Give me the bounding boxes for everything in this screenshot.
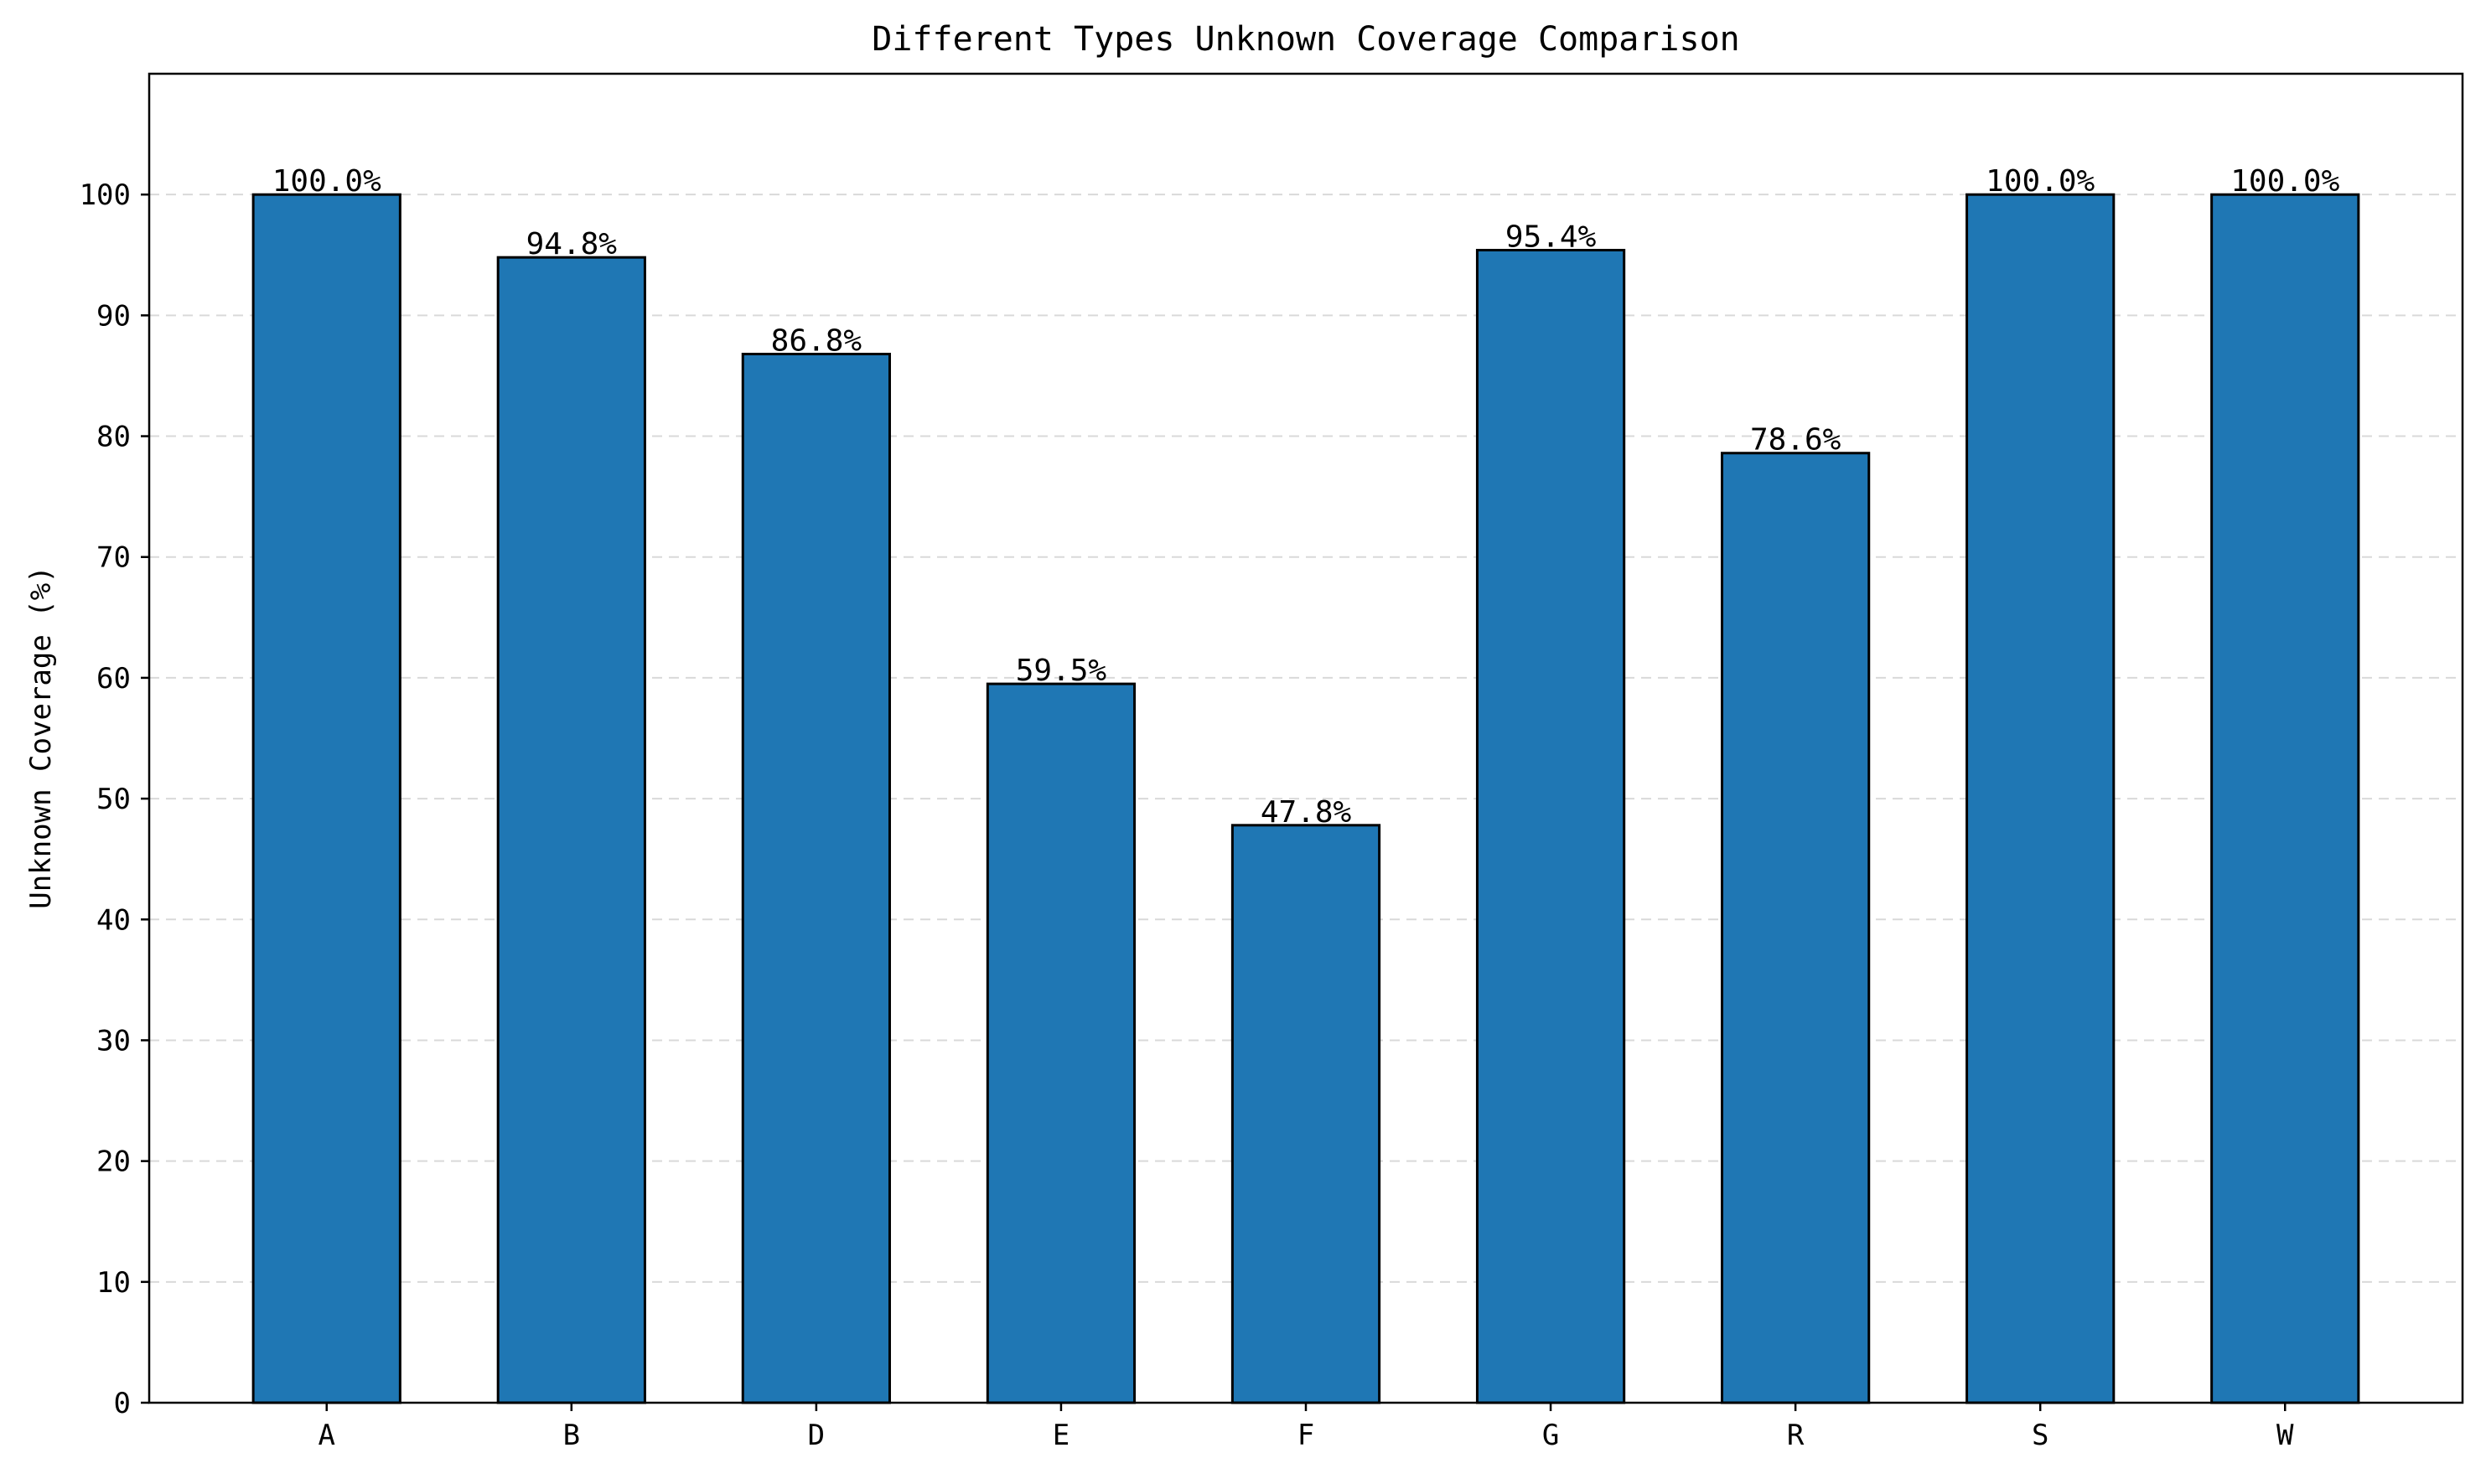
x-tick-label-E: E	[1053, 1419, 1069, 1452]
y-tick-label: 70	[96, 541, 131, 575]
y-tick-label: 100	[80, 178, 131, 212]
data-labels-layer: 100.0% 94.8% 86.8% 59.5% 47.8% 95.4% 78.6% 100.…	[272, 164, 2340, 830]
data-label-A: 100.0%	[272, 164, 381, 199]
data-label-W: 100.0%	[2230, 164, 2339, 199]
y-tick-label: 20	[96, 1145, 131, 1179]
y-tick-label: 0	[114, 1387, 131, 1420]
y-tick-label: 60	[96, 662, 131, 695]
bar-R	[1721, 452, 1871, 1404]
data-label-E: 59.5%	[1016, 654, 1107, 688]
bar-W	[2210, 193, 2360, 1404]
x-tick-label-R: R	[1787, 1419, 1805, 1452]
y-tick-label: 90	[96, 299, 131, 333]
x-tick-label-W: W	[2276, 1419, 2294, 1452]
data-label-B: 94.8%	[526, 227, 618, 261]
y-ticks-layer: 0 10 20 30 40 50 60 70 80 90 100	[80, 178, 149, 1420]
data-label-S: 100.0%	[1986, 164, 2095, 199]
y-tick-label: 80	[96, 421, 131, 454]
data-label-D: 86.8%	[771, 324, 862, 359]
chart-title: Different Types Unknown Coverage Compari…	[872, 20, 1740, 59]
bar-G	[1475, 249, 1626, 1404]
y-tick-label: 50	[96, 783, 131, 816]
x-tick-label-F: F	[1297, 1419, 1314, 1452]
x-tick-label-S: S	[2032, 1419, 2048, 1452]
y-tick-label: 40	[96, 903, 131, 937]
x-tick-label-G: G	[1542, 1419, 1559, 1452]
bar-D	[741, 353, 891, 1404]
data-label-F: 47.8%	[1261, 795, 1352, 830]
bar-F	[1230, 824, 1381, 1404]
bar-B	[496, 256, 646, 1404]
y-tick-label: 30	[96, 1024, 131, 1057]
x-tick-label-A: A	[319, 1419, 335, 1452]
x-tick-label-B: B	[563, 1419, 580, 1452]
bar-A	[251, 193, 401, 1404]
y-axis-label: Unknown Coverage (%)	[24, 566, 58, 908]
bar-S	[1965, 193, 2116, 1404]
x-tick-label-D: D	[808, 1419, 825, 1452]
bar-E	[986, 682, 1137, 1404]
data-label-R: 78.6%	[1750, 423, 1841, 458]
data-label-G: 95.4%	[1505, 220, 1597, 255]
y-tick-label: 10	[96, 1266, 131, 1300]
